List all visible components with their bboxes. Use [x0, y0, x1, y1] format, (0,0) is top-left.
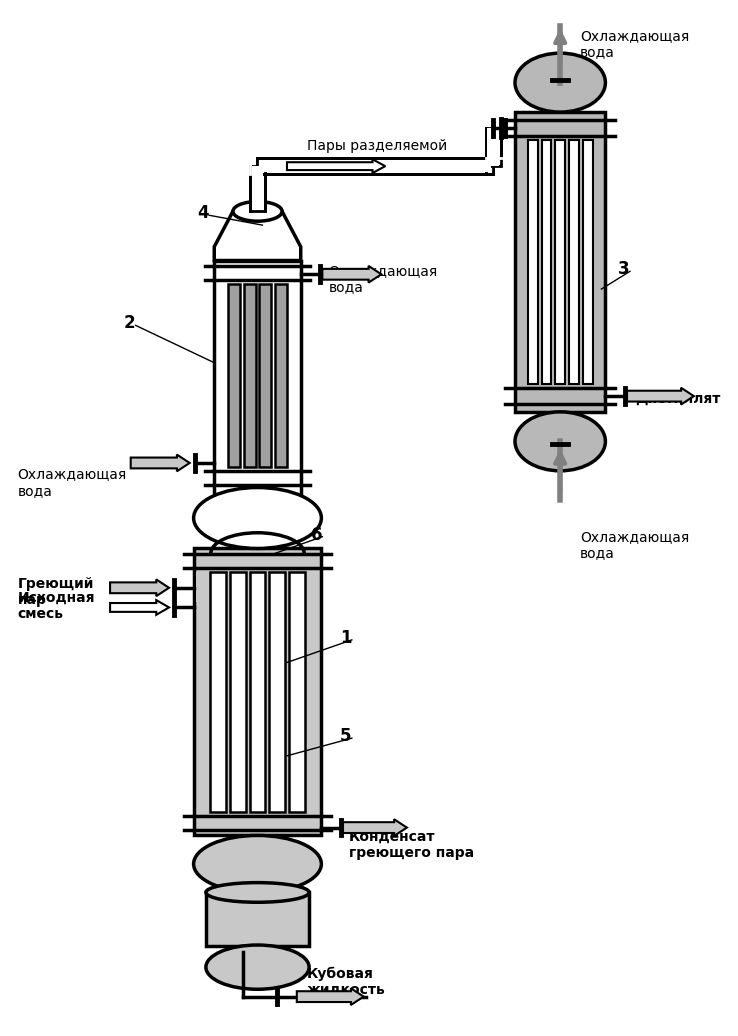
FancyArrow shape	[110, 600, 169, 614]
Text: 5: 5	[340, 727, 352, 745]
Text: Дистиллят: Дистиллят	[635, 392, 720, 406]
FancyArrow shape	[627, 387, 694, 404]
Text: Конденсат
греющего пара: Конденсат греющего пара	[349, 830, 474, 860]
Polygon shape	[214, 211, 301, 260]
Ellipse shape	[233, 202, 282, 222]
Polygon shape	[488, 127, 500, 166]
Text: 2: 2	[124, 314, 136, 333]
Polygon shape	[260, 161, 492, 172]
Text: 6: 6	[311, 525, 323, 544]
FancyArrow shape	[110, 579, 169, 596]
Polygon shape	[542, 140, 551, 384]
Polygon shape	[269, 572, 285, 812]
Polygon shape	[275, 284, 287, 467]
Polygon shape	[486, 127, 501, 166]
Polygon shape	[252, 166, 263, 209]
Polygon shape	[258, 159, 494, 174]
Text: 1: 1	[340, 629, 352, 646]
Polygon shape	[206, 892, 309, 946]
Polygon shape	[249, 572, 266, 812]
Polygon shape	[228, 284, 240, 467]
Polygon shape	[249, 166, 266, 211]
Polygon shape	[289, 572, 305, 812]
Polygon shape	[583, 140, 593, 384]
Polygon shape	[196, 572, 320, 602]
FancyArrow shape	[297, 988, 364, 1005]
Ellipse shape	[214, 490, 301, 512]
Text: Исходная
смесь: Исходная смесь	[18, 591, 95, 621]
Polygon shape	[258, 159, 494, 174]
Text: 3: 3	[618, 260, 630, 279]
Text: Охлаждающая
вода: Охлаждающая вода	[580, 529, 689, 560]
Ellipse shape	[515, 53, 605, 112]
Text: Греющий
пар: Греющий пар	[18, 577, 94, 607]
Text: Кубовая
жидкость: Кубовая жидкость	[306, 967, 385, 997]
Text: Охлаждающая
вода: Охлаждающая вода	[18, 467, 127, 497]
Text: Пары разделяемой
смеси: Пары разделяемой смеси	[306, 139, 447, 170]
Ellipse shape	[206, 945, 309, 989]
FancyArrow shape	[131, 455, 190, 471]
Polygon shape	[214, 260, 301, 501]
Polygon shape	[483, 159, 495, 177]
Ellipse shape	[193, 488, 321, 548]
Ellipse shape	[206, 883, 309, 902]
FancyArrow shape	[343, 819, 407, 836]
Polygon shape	[555, 140, 565, 384]
Polygon shape	[528, 140, 537, 384]
Ellipse shape	[515, 412, 605, 470]
FancyArrow shape	[323, 266, 382, 283]
Polygon shape	[249, 835, 266, 900]
Text: Охлаждающая
вода: Охлаждающая вода	[328, 264, 438, 294]
Polygon shape	[230, 572, 246, 812]
Polygon shape	[193, 548, 321, 835]
Text: Охлаждающая
вода: Охлаждающая вода	[580, 29, 689, 59]
Polygon shape	[210, 572, 226, 812]
Polygon shape	[515, 112, 605, 412]
Text: 4: 4	[198, 204, 210, 223]
Polygon shape	[249, 486, 266, 501]
Ellipse shape	[193, 835, 321, 892]
Polygon shape	[569, 140, 579, 384]
Polygon shape	[244, 284, 255, 467]
FancyArrow shape	[287, 160, 385, 173]
Polygon shape	[260, 284, 272, 467]
